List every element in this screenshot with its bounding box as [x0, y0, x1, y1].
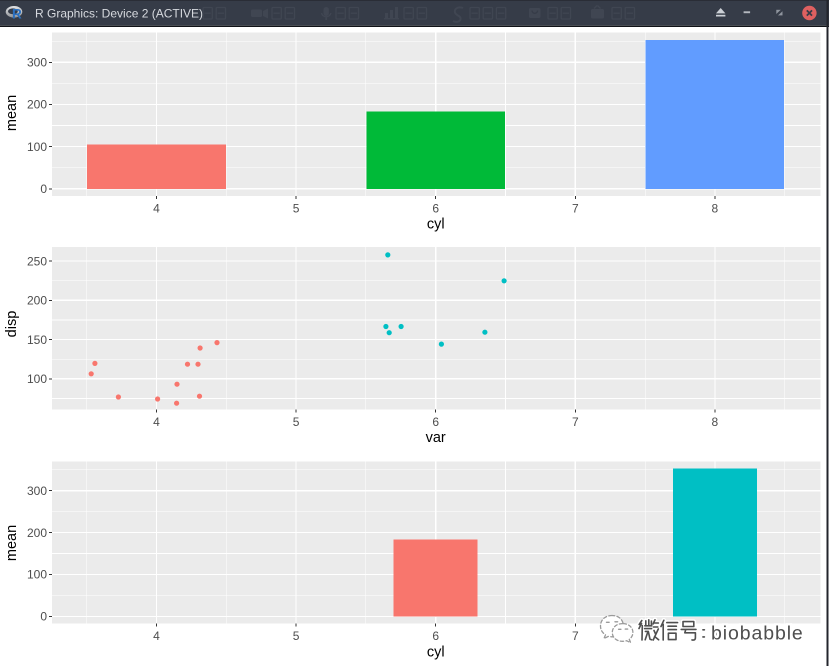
svg-text:8: 8 [712, 415, 719, 429]
svg-text:200: 200 [27, 98, 47, 112]
svg-text:7: 7 [572, 202, 579, 216]
svg-text:biobabble: biobabble [711, 623, 804, 645]
svg-text:8: 8 [712, 202, 719, 216]
svg-text:100: 100 [27, 140, 47, 154]
svg-text:0: 0 [40, 182, 47, 196]
svg-text:5: 5 [293, 202, 300, 216]
svg-text:4: 4 [153, 415, 160, 429]
svg-text:7: 7 [572, 415, 579, 429]
svg-text:var: var [426, 430, 446, 446]
svg-text:6: 6 [432, 202, 439, 216]
svg-text:5: 5 [293, 629, 300, 643]
svg-text:300: 300 [27, 484, 47, 498]
svg-text:7: 7 [572, 629, 579, 643]
svg-text:4: 4 [153, 202, 160, 216]
svg-text:4: 4 [153, 629, 160, 643]
svg-text:100: 100 [27, 568, 47, 582]
svg-text:0: 0 [40, 610, 47, 624]
svg-text:R Graphics: Device 2 (ACTIVE): R Graphics: Device 2 (ACTIVE) [35, 6, 203, 20]
svg-text:cyl: cyl [427, 217, 445, 233]
svg-text:8: 8 [712, 629, 719, 643]
svg-text:R: R [12, 6, 22, 21]
svg-text:6: 6 [432, 415, 439, 429]
svg-text:mean: mean [4, 525, 20, 561]
svg-text:cyl: cyl [427, 644, 445, 660]
svg-text:mean: mean [4, 95, 20, 131]
svg-text:disp: disp [4, 311, 20, 338]
svg-text:100: 100 [27, 372, 47, 386]
svg-text:6: 6 [432, 629, 439, 643]
svg-text:biobabble: biobabble [711, 623, 804, 645]
svg-text:200: 200 [27, 526, 47, 540]
svg-text:250: 250 [27, 254, 47, 268]
svg-text:150: 150 [27, 333, 47, 347]
svg-text:200: 200 [27, 294, 47, 308]
svg-text:5: 5 [293, 415, 300, 429]
svg-text:300: 300 [27, 56, 47, 70]
